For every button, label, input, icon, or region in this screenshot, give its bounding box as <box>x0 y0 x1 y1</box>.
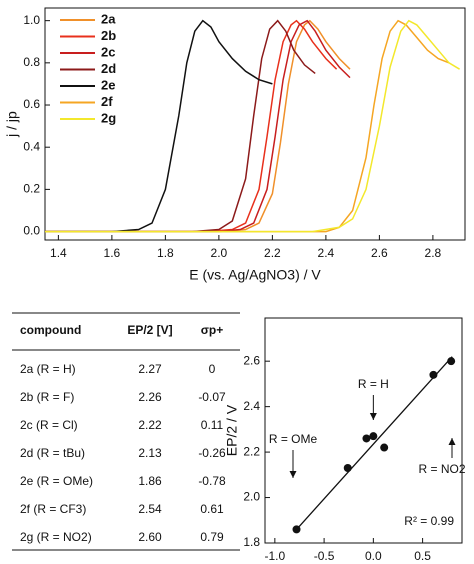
point <box>380 443 389 452</box>
y-axis-label: EP/2 / V <box>224 404 240 456</box>
y-tick-label: 1.0 <box>23 13 40 27</box>
table-cell: 2c (R = Cl) <box>20 418 78 432</box>
table-cell: 0.79 <box>200 530 224 544</box>
table-cell: 2a (R = H) <box>20 362 76 376</box>
table-cell: 0.11 <box>201 418 224 432</box>
x-tick-label: 0.0 <box>365 549 382 563</box>
curve <box>45 19 338 233</box>
table-cell: -0.07 <box>198 390 226 404</box>
x-tick-label: 1.6 <box>104 246 121 260</box>
y-tick-label: 1.8 <box>243 535 260 549</box>
table-cell: 2d (R = tBu) <box>20 446 85 460</box>
curve <box>45 19 351 233</box>
x-tick-label: 2.6 <box>371 246 388 260</box>
x-tick-label: 1.8 <box>157 246 174 260</box>
arrow-head <box>369 413 377 420</box>
table-cell: 2.13 <box>138 446 162 460</box>
annotation: R = OMe <box>269 432 318 446</box>
y-tick-label: 2.4 <box>243 399 260 413</box>
table-cell: 0.61 <box>200 502 224 516</box>
curve <box>45 19 351 233</box>
scatter-frame <box>264 317 463 544</box>
legend-label: 2a <box>101 11 116 26</box>
x-tick-label: 0.5 <box>414 549 431 563</box>
legend-label: 2d <box>101 61 116 76</box>
y-tick-label: 0.4 <box>23 139 40 153</box>
table-cell: 2.60 <box>138 530 162 544</box>
table-cell: 1.86 <box>138 474 162 488</box>
curve <box>45 19 273 233</box>
x-tick-label: 2.0 <box>211 246 228 260</box>
x-tick-label: 2.8 <box>425 246 442 260</box>
table-cell: 2e (R = OMe) <box>20 474 93 488</box>
curve <box>45 19 316 233</box>
legend-label: 2f <box>101 94 113 109</box>
x-axis-label: E (vs. Ag/AgNO3) / V <box>189 267 321 283</box>
point <box>343 464 352 472</box>
y-tick-label: 2.6 <box>243 353 260 367</box>
annotation: R = NO2 <box>418 462 465 476</box>
table-cell: -0.26 <box>198 446 226 460</box>
table-cell: 2b (R = F) <box>20 390 74 404</box>
table-cell: 2.27 <box>138 362 162 376</box>
curve <box>45 19 460 233</box>
top-plot-frame <box>44 7 466 241</box>
legend-label: 2c <box>101 44 115 59</box>
y-axis-label: j / jp <box>4 111 20 138</box>
point <box>369 432 378 441</box>
x-tick-label: 2.4 <box>318 246 335 260</box>
x-tick-label: 2.2 <box>264 246 281 260</box>
fit-line <box>294 356 453 533</box>
point <box>429 370 438 379</box>
legend-label: 2b <box>101 28 116 43</box>
arrow-head <box>289 471 297 478</box>
legend-label: 2e <box>101 77 115 92</box>
y-tick-label: 0.0 <box>23 224 40 238</box>
table-header: compound <box>20 323 81 337</box>
table-header: σp+ <box>201 323 224 337</box>
point <box>362 434 371 443</box>
table-cell: 2f (R = CF3) <box>20 502 86 516</box>
x-tick-label: 1.4 <box>50 246 67 260</box>
curve <box>45 19 450 233</box>
table-cell: 2g (R = NO2) <box>20 530 92 544</box>
point <box>447 357 456 366</box>
table-cell: 2.22 <box>138 418 162 432</box>
x-tick-label: -1.0 <box>265 549 286 563</box>
table-cell: 2.26 <box>138 390 162 404</box>
arrow-head <box>448 438 456 445</box>
table-header: EP/2 [V] <box>127 323 172 337</box>
y-tick-label: 2.0 <box>243 490 260 504</box>
y-tick-label: 2.2 <box>243 444 260 458</box>
annotation: R² = 0.99 <box>404 514 454 528</box>
y-tick-label: 0.2 <box>23 182 40 196</box>
annotation: R = H <box>358 377 389 391</box>
point <box>292 525 301 534</box>
table-cell: 2.54 <box>138 502 162 516</box>
legend-label: 2g <box>101 110 116 125</box>
x-tick-label: -0.5 <box>314 549 335 563</box>
y-tick-label: 0.8 <box>23 55 40 69</box>
y-tick-label: 0.6 <box>23 97 40 111</box>
table-cell: 0 <box>209 362 216 376</box>
table-cell: -0.78 <box>198 474 226 488</box>
